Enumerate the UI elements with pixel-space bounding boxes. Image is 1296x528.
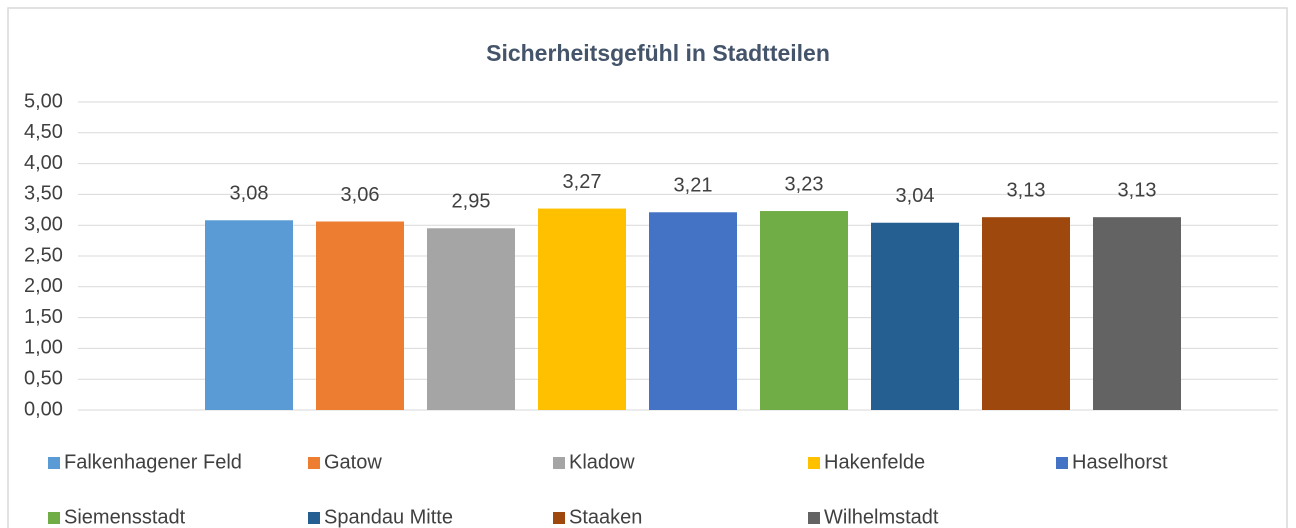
y-tick-label: 4,50 [24,121,63,143]
data-label: 2,95 [452,191,491,213]
y-tick-label: 2,50 [24,244,63,266]
legend-label: Staaken [569,506,642,528]
legend-swatch [1056,457,1068,469]
data-label: 3,06 [341,184,380,206]
legend-label: Siemensstadt [64,506,186,528]
bar [316,221,404,410]
legend-label: Falkenhagener Feld [64,451,242,473]
legend-label: Haselhorst [1072,451,1168,473]
data-label: 3,13 [1118,179,1157,201]
y-tick-label: 3,50 [24,183,63,205]
chart-title: Sicherheitsgefühl in Stadtteilen [486,40,830,66]
y-tick-label: 4,00 [24,152,63,174]
bar [427,228,515,410]
data-label: 3,08 [230,183,269,205]
data-label: 3,21 [674,175,713,197]
legend-swatch [808,512,820,524]
data-label: 3,04 [896,185,935,207]
y-tick-label: 1,00 [24,337,63,359]
legend-swatch [308,512,320,524]
y-tick-label: 1,50 [24,306,63,328]
y-tick-label: 0,50 [24,367,63,389]
bar [982,217,1070,410]
data-label: 3,13 [1007,179,1046,201]
y-tick-label: 5,00 [24,90,63,112]
legend-swatch [48,457,60,469]
legend-label: Spandau Mitte [324,506,453,528]
data-label: 3,27 [563,171,602,193]
legend-swatch [308,457,320,469]
bar [649,212,737,410]
y-tick-label: 3,00 [24,213,63,235]
bar [205,220,293,410]
legend-label: Hakenfelde [824,451,925,473]
legend-label: Wilhelmstadt [824,506,939,528]
legend-label: Gatow [324,451,382,473]
legend-label: Kladow [569,451,635,473]
y-tick-label: 2,00 [24,275,63,297]
bar [1093,217,1181,410]
legend-swatch [808,457,820,469]
legend-swatch [553,512,565,524]
y-tick-label: 0,00 [24,398,63,420]
legend-swatch [48,512,60,524]
bar [760,211,848,410]
data-label: 3,23 [785,173,824,195]
legend-swatch [553,457,565,469]
bar [538,208,626,410]
bar [871,222,959,410]
